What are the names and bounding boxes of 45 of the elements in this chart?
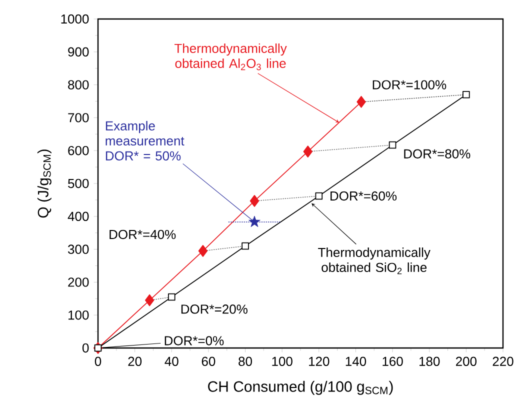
y-tick-label: 600: [68, 146, 89, 156]
y-tick-label: 0: [82, 343, 89, 353]
annotation: Thermodynamically obtained Al$_{2}$O$_{3}$ line: [174, 43, 287, 70]
x-tick-label: 0: [94, 356, 102, 366]
y-tick-label: 1000: [61, 14, 89, 24]
point: [303, 146, 312, 158]
point: [248, 216, 260, 228]
annotation: DOR*=40%: [110, 230, 176, 240]
x-tick-label: 120: [309, 356, 330, 366]
point: [462, 91, 470, 98]
annotation: DOR*=20%: [181, 304, 248, 314]
y-tick-label: 800: [68, 80, 89, 90]
y-tick-label: 700: [68, 113, 89, 122]
x-tick-label: 140: [346, 356, 366, 366]
y-tick-label: 300: [68, 244, 89, 254]
annotation: DOR*=100%: [372, 80, 446, 90]
x-tick-label: 180: [420, 356, 440, 366]
x-tick-label: 80: [238, 356, 252, 366]
annotation: DOR*=0%: [164, 336, 224, 346]
annotation: Example measurement DOR* = 50%: [106, 120, 184, 160]
x-tick-label: 100: [272, 356, 292, 366]
point: [388, 141, 396, 149]
y-axis-title: Q (J/g$_{SCM}$): [37, 150, 52, 218]
annotation: DOR*=60%: [330, 191, 397, 201]
point: [242, 242, 249, 250]
point: [144, 294, 154, 306]
x-tick-label: 20: [128, 356, 142, 366]
y-tick-label: 500: [68, 178, 89, 188]
point: [250, 194, 260, 207]
point: [168, 293, 176, 301]
point: [356, 96, 366, 108]
y-tick-label: 200: [68, 278, 89, 287]
x-tick-label: 200: [456, 356, 477, 366]
x-tick-label: 40: [164, 356, 178, 366]
x-tick-label: 60: [202, 356, 216, 366]
point: [315, 192, 323, 200]
point: [198, 244, 208, 257]
y-tick-label: 400: [68, 212, 89, 221]
x-tick-label: 160: [382, 356, 403, 366]
annotation: Thermodynamically obtained SiO$_{2}$ line: [318, 247, 430, 274]
y-tick-label: 900: [68, 47, 89, 56]
y-tick-label: 100: [68, 310, 89, 320]
annotation: DOR*=80%: [404, 149, 470, 158]
x-tick-label: 220: [492, 356, 514, 366]
x-axis-title: CH Consumed (g/100 g$_{SCM}$): [208, 380, 393, 395]
